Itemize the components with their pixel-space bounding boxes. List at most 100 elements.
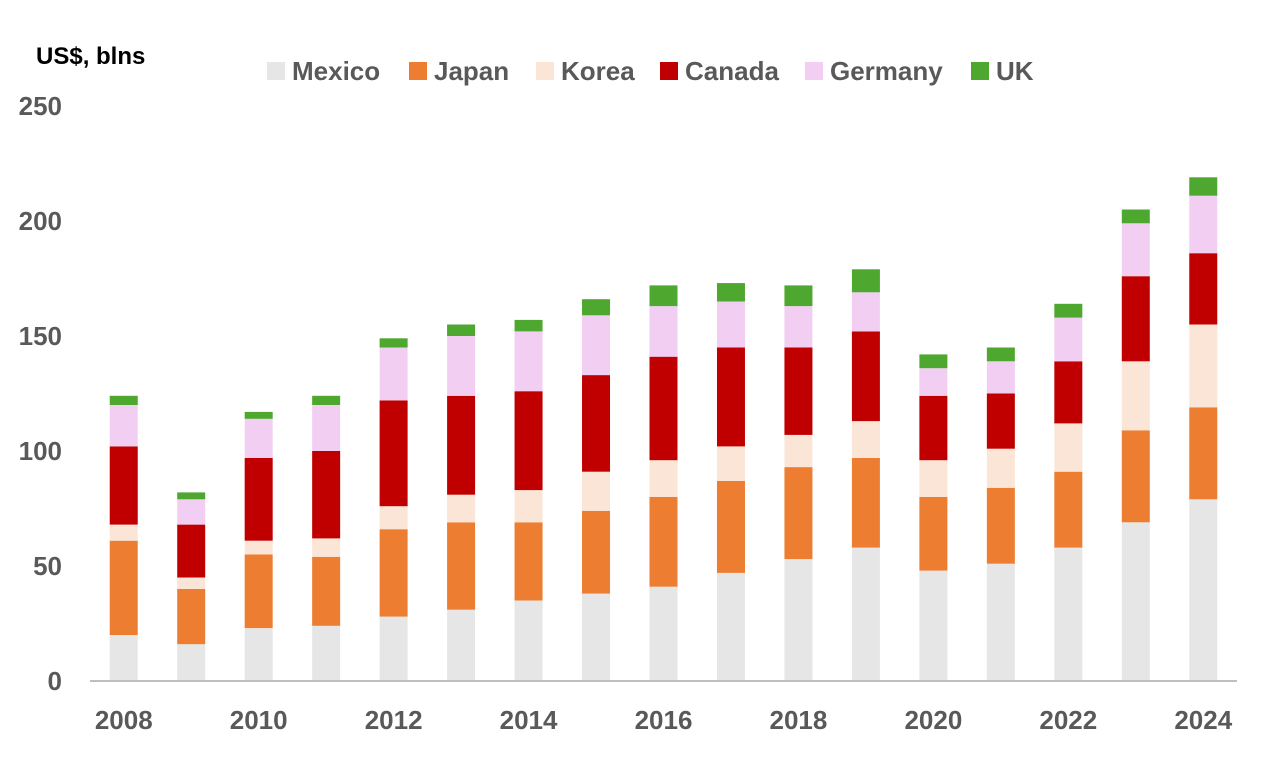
y-tick-label-200: 200 — [19, 206, 62, 236]
legend-item-canada: Canada — [660, 56, 779, 86]
bar-stack-2017 — [716, 283, 745, 681]
bar-mexico-2008 — [109, 635, 138, 681]
bar-japan-2011 — [312, 556, 341, 626]
bar-uk-2020 — [919, 354, 948, 369]
bar-uk-2014 — [514, 319, 543, 332]
bar-mexico-2016 — [649, 586, 678, 681]
bar-stack-2022 — [1054, 303, 1083, 681]
bar-canada-2008 — [109, 446, 138, 525]
y-tick-label-150: 150 — [19, 321, 62, 351]
legend-swatch-uk — [971, 62, 989, 80]
bar-japan-2018 — [784, 467, 813, 560]
x-tick-label-2008: 2008 — [95, 705, 153, 735]
bar-korea-2010 — [244, 540, 273, 555]
bar-germany-2012 — [379, 347, 408, 401]
bar-uk-2021 — [986, 347, 1015, 362]
bar-japan-2021 — [986, 487, 1015, 564]
bar-japan-2023 — [1121, 430, 1150, 523]
bar-canada-2015 — [582, 375, 611, 472]
bar-canada-2012 — [379, 400, 408, 507]
bar-japan-2013 — [447, 522, 476, 610]
x-tick-label-2018: 2018 — [770, 705, 828, 735]
bar-mexico-2011 — [312, 625, 341, 681]
bar-germany-2017 — [716, 301, 745, 348]
y-axis-tick-labels: 0 50 100 150 200 250 — [19, 91, 62, 696]
x-tick-label-2020: 2020 — [904, 705, 962, 735]
bar-japan-2022 — [1054, 471, 1083, 548]
legend-item-germany: Germany — [805, 56, 943, 86]
y-axis-unit-label: US$, blns — [36, 43, 145, 70]
bar-mexico-2024 — [1189, 499, 1218, 681]
bar-uk-2018 — [784, 285, 813, 307]
bar-stack-2015 — [582, 299, 611, 681]
bar-canada-2016 — [649, 356, 678, 461]
bar-korea-2011 — [312, 538, 341, 557]
bar-germany-2013 — [447, 336, 476, 396]
legend-item-uk: UK — [971, 56, 1034, 86]
bar-canada-2023 — [1121, 276, 1150, 362]
bar-japan-2010 — [244, 554, 273, 629]
bar-canada-2022 — [1054, 361, 1083, 424]
legend-label-japan: Japan — [434, 56, 509, 86]
y-tick-label-100: 100 — [19, 436, 62, 466]
bar-japan-2017 — [716, 480, 745, 573]
legend-swatch-korea — [536, 62, 554, 80]
bar-korea-2018 — [784, 434, 813, 468]
bar-japan-2024 — [1189, 407, 1218, 500]
bar-mexico-2010 — [244, 628, 273, 681]
x-tick-label-2014: 2014 — [500, 705, 558, 735]
bar-germany-2018 — [784, 306, 813, 348]
bar-mexico-2020 — [919, 570, 948, 681]
bar-mexico-2015 — [582, 593, 611, 681]
bar-canada-2017 — [716, 347, 745, 447]
x-tick-label-2024: 2024 — [1174, 705, 1232, 735]
legend-item-mexico: Mexico — [267, 56, 380, 86]
bar-stack-2014 — [514, 319, 543, 681]
bar-korea-2019 — [851, 421, 880, 458]
bar-stack-2011 — [312, 395, 341, 681]
legend-swatch-germany — [805, 62, 823, 80]
bar-mexico-2019 — [851, 547, 880, 681]
bar-stack-2023 — [1121, 209, 1150, 681]
bar-korea-2008 — [109, 524, 138, 541]
bar-stack-2018 — [784, 285, 813, 681]
bar-uk-2017 — [716, 283, 745, 302]
y-tick-label-0: 0 — [48, 666, 62, 696]
bar-japan-2012 — [379, 529, 408, 617]
bar-mexico-2018 — [784, 559, 813, 681]
bar-germany-2009 — [177, 499, 206, 525]
bar-japan-2009 — [177, 589, 206, 645]
bar-canada-2024 — [1189, 253, 1218, 325]
bar-stack-2020 — [919, 354, 948, 681]
bar-stack-2008 — [109, 395, 138, 681]
bar-uk-2010 — [244, 411, 273, 419]
bar-canada-2020 — [919, 395, 948, 461]
bar-uk-2009 — [177, 492, 206, 500]
x-axis-tick-labels: 2008 2010 2012 2014 2016 2018 2020 2022 2024 — [95, 705, 1233, 735]
bar-mexico-2022 — [1054, 547, 1083, 681]
bar-germany-2015 — [582, 315, 611, 376]
bar-korea-2014 — [514, 490, 543, 523]
bar-japan-2016 — [649, 497, 678, 587]
legend-swatch-canada — [660, 62, 678, 80]
bar-korea-2012 — [379, 506, 408, 530]
bar-japan-2020 — [919, 497, 948, 571]
bars — [109, 177, 1218, 681]
legend-swatch-mexico — [267, 62, 285, 80]
bar-germany-2020 — [919, 368, 948, 396]
bar-stack-2009 — [177, 492, 206, 681]
bar-canada-2010 — [244, 457, 273, 541]
bar-uk-2013 — [447, 324, 476, 336]
bar-korea-2022 — [1054, 423, 1083, 472]
bar-germany-2016 — [649, 306, 678, 357]
bar-germany-2023 — [1121, 223, 1150, 277]
bar-canada-2009 — [177, 524, 206, 578]
bar-stack-2013 — [447, 324, 476, 681]
bar-stack-2019 — [851, 269, 880, 681]
bar-korea-2016 — [649, 460, 678, 497]
bar-mexico-2009 — [177, 644, 206, 681]
legend-swatch-japan — [409, 62, 427, 80]
legend-label-canada: Canada — [685, 56, 779, 86]
bar-uk-2019 — [851, 269, 880, 293]
